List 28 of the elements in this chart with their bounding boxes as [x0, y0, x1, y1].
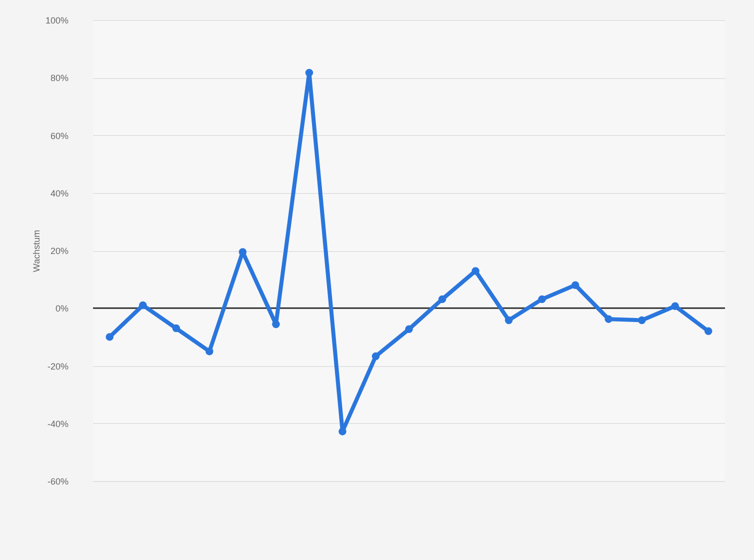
point: [638, 316, 646, 324]
point: [604, 315, 612, 323]
point: [472, 267, 480, 275]
y-tick-label: 20%: [50, 246, 68, 256]
point: [405, 325, 413, 334]
point: [438, 295, 446, 304]
point: [504, 316, 513, 324]
point: [372, 352, 380, 360]
y-tick-label: -20%: [47, 361, 68, 372]
y-tick-label: 0%: [55, 304, 68, 314]
y-tick-label: 80%: [50, 73, 68, 84]
y-tick-label: 40%: [50, 188, 68, 198]
point: [106, 333, 114, 341]
point: [538, 295, 546, 304]
point: [139, 301, 147, 310]
point: [571, 281, 580, 289]
y-tick-label: -60%: [47, 476, 68, 486]
point: [305, 68, 314, 77]
point: [704, 327, 712, 336]
y-tick-label: 100%: [45, 16, 68, 26]
point: [206, 347, 214, 356]
y-axis-title: Wachstum: [31, 230, 42, 272]
point: [272, 320, 280, 328]
y-tick-label: 60%: [50, 130, 68, 141]
point: [172, 324, 180, 332]
y-tick-label: -40%: [47, 418, 68, 429]
point: [338, 428, 346, 436]
point: [671, 302, 679, 310]
